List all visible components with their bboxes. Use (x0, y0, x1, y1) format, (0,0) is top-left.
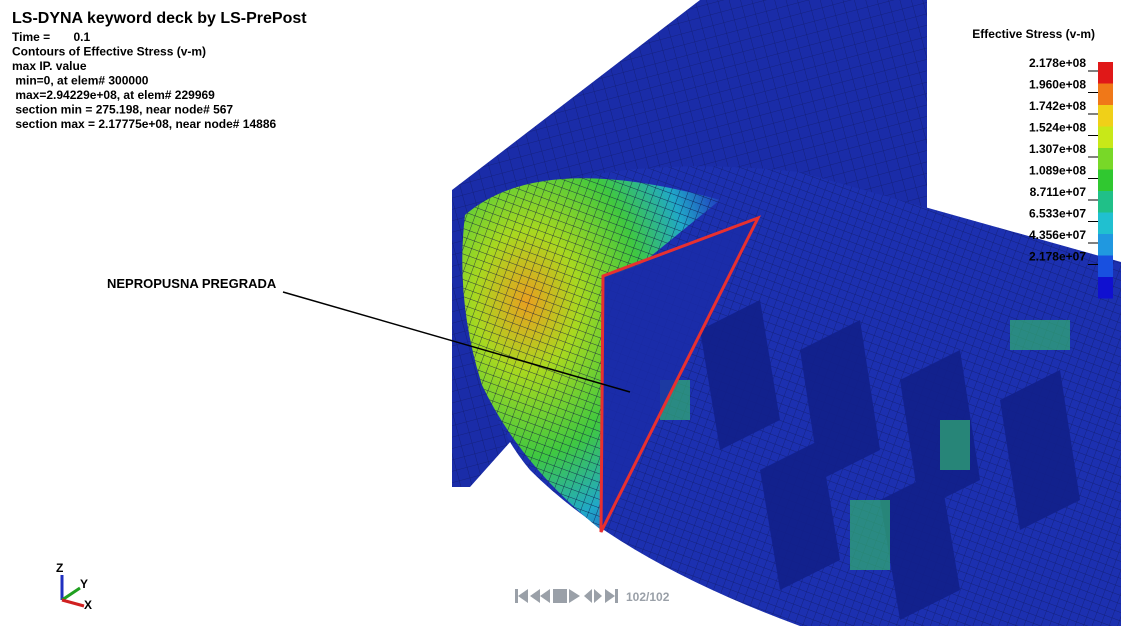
legend-swatch (1098, 213, 1113, 235)
header-line: max=2.94229e+08, at elem# 229969 (12, 88, 215, 102)
axis-triad: Z Y X (56, 561, 92, 612)
legend-swatch (1098, 84, 1113, 106)
legend-swatch (1098, 170, 1113, 192)
playback-controls: 102/102 (515, 589, 670, 604)
legend-swatch (1098, 277, 1113, 299)
legend-label: 4.356e+07 (1029, 228, 1086, 242)
first-frame[interactable] (515, 589, 518, 603)
legend-title: Effective Stress (v-m) (972, 27, 1095, 41)
legend-swatch (1098, 127, 1113, 149)
legend-swatch (1098, 62, 1113, 84)
legend-label: 1.524e+08 (1029, 121, 1086, 135)
legend-label: 1.307e+08 (1029, 142, 1086, 156)
first-frame-arrow[interactable] (518, 589, 528, 603)
legend-label: 1.960e+08 (1029, 78, 1086, 92)
axis-z: Z (56, 561, 63, 575)
legend-swatch (1098, 148, 1113, 170)
model (283, 0, 1121, 626)
header-line: min=0, at elem# 300000 (12, 74, 149, 88)
legend-swatch (1098, 234, 1113, 256)
header-line: Time = 0.1 (12, 30, 90, 44)
last-frame-bar[interactable] (615, 589, 618, 603)
header-line: Contours of Effective Stress (v-m) (12, 45, 206, 59)
frame-counter: 102/102 (626, 590, 670, 604)
legend-label: 1.742e+08 (1029, 99, 1086, 113)
legend-label: 8.711e+07 (1030, 185, 1087, 199)
step-prev[interactable] (584, 589, 592, 603)
last-frame[interactable] (605, 589, 615, 603)
step-back[interactable] (530, 589, 540, 603)
legend-swatch (1098, 256, 1113, 278)
play[interactable] (569, 589, 580, 603)
legend-label: 2.178e+08 (1029, 56, 1086, 70)
deck-title: LS-DYNA keyword deck by LS-PrePost (12, 10, 307, 27)
legend-swatch (1098, 191, 1113, 213)
header-line: section min = 275.198, near node# 567 (12, 103, 233, 117)
legend-label: 6.533e+07 (1029, 207, 1086, 221)
header-line: max IP. value (12, 59, 87, 73)
step-next[interactable] (594, 589, 602, 603)
annotation: NEPROPUSNA PREGRADA (107, 276, 277, 291)
axis-y: Y (80, 577, 88, 591)
legend-label: 2.178e+07 (1029, 250, 1086, 264)
legend-label: 1.089e+08 (1029, 164, 1086, 178)
axis-x: X (84, 598, 92, 612)
stop[interactable] (553, 589, 567, 603)
legend: 2.178e+08 1.960e+08 1.742e+08 1.524e+08 1.30… (1029, 56, 1113, 299)
header-line: section max = 2.17775e+08, near node# 14… (12, 117, 276, 131)
legend-swatch (1098, 105, 1113, 127)
play-back[interactable] (540, 589, 550, 603)
